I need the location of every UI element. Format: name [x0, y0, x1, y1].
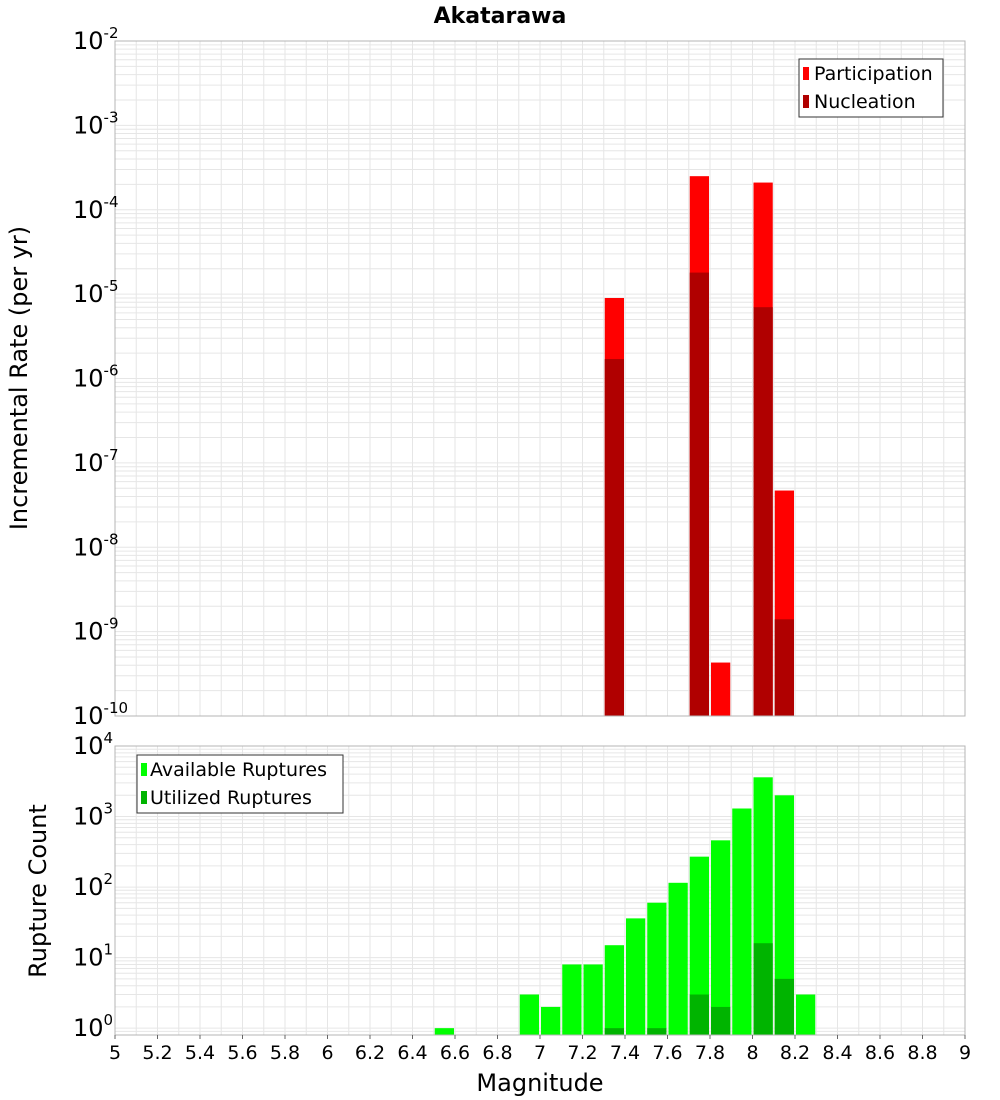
bottom-legend-box — [136, 754, 344, 814]
x-tick-label: 8.4 — [822, 1042, 852, 1064]
bottom-bar-utilized-ruptures — [711, 1006, 731, 1035]
top-plot: 10-2 10-3 10-4 10-5 10-6 10-7 10-8 10-9 10-10 In… — [5, 24, 966, 730]
bottom-bar-available-ruptures — [562, 964, 582, 1035]
top-plot-frame — [114, 40, 966, 717]
bottom-bar-available-ruptures — [689, 856, 709, 1035]
bottom-legend: Available Ruptures Utilized Ruptures — [136, 754, 344, 814]
bottom-bar-available-ruptures — [626, 918, 646, 1035]
x-ticks: 5 5.2 5.4 5.6 5.8 6 6.2 6.4 6.6 6.8 7 7.2 7.4 7.6 7.8 8… — [109, 1035, 971, 1064]
x-tick-label: 7.8 — [695, 1042, 725, 1064]
bottom-bar-available-ruptures — [711, 840, 731, 1035]
bottom-bar-utilized-ruptures — [753, 943, 773, 1035]
legend-available-label: Available Ruptures — [150, 759, 327, 781]
x-tick-label: 6.2 — [355, 1042, 385, 1064]
x-tick-label: 5.6 — [227, 1042, 257, 1064]
legend-participation-label: Participation — [814, 63, 933, 85]
bottom-bar-available-ruptures — [647, 902, 667, 1035]
bottom-bar-utilized-ruptures — [689, 994, 709, 1035]
x-tick-label: 5.8 — [270, 1042, 300, 1064]
legend-participation-swatch — [803, 67, 809, 80]
bottom-y-ticks: 104 103 102 101 100 — [73, 729, 113, 1042]
bottom-y-tick-label: 101 — [73, 941, 113, 972]
bottom-bar-available-ruptures — [732, 808, 752, 1035]
top-legend: Participation Nucleation — [798, 58, 944, 118]
top-y-tick-label: 10-2 — [73, 24, 119, 55]
top-y-axis-label: Incremental Rate (per yr) — [5, 226, 33, 530]
top-y-tick-label: 10-5 — [73, 277, 119, 308]
bottom-bar-available-ruptures — [541, 1006, 561, 1035]
bottom-bar-utilized-ruptures — [604, 1028, 624, 1035]
top-bar-nucleation — [753, 307, 773, 716]
x-tick-label: 9 — [959, 1042, 971, 1064]
x-tick-label: 6 — [321, 1042, 333, 1064]
top-y-tick-label: 10-7 — [73, 446, 119, 477]
top-y-ticks: 10-2 10-3 10-4 10-5 10-6 10-7 10-8 10-9 10-10 — [73, 24, 128, 730]
x-tick-label: 5 — [109, 1042, 121, 1064]
x-tick-label: 8.6 — [865, 1042, 895, 1064]
bottom-y-axis-label: Rupture Count — [24, 804, 52, 978]
bottom-bar-utilized-ruptures — [774, 978, 794, 1035]
x-tick-label: 5.4 — [185, 1042, 215, 1064]
bottom-y-tick-label: 100 — [73, 1011, 113, 1042]
top-y-tick-label: 10-8 — [73, 530, 119, 561]
top-y-tick-label: 10-4 — [73, 193, 119, 224]
bottom-y-tick-label: 102 — [73, 870, 113, 901]
top-bar-nucleation — [774, 619, 794, 716]
bottom-bar-available-ruptures — [519, 994, 539, 1035]
top-y-tick-label: 10-6 — [73, 362, 119, 393]
chart-title: Akatarawa — [434, 4, 567, 29]
legend-nucleation-swatch — [803, 95, 809, 108]
x-tick-label: 7.4 — [610, 1042, 640, 1064]
x-tick-label: 7.6 — [652, 1042, 682, 1064]
legend-utilized-label: Utilized Ruptures — [150, 787, 312, 809]
bottom-bar-available-ruptures — [774, 795, 794, 1035]
x-tick-label: 5.2 — [142, 1042, 172, 1064]
top-y-tick-label: 10-9 — [73, 615, 119, 646]
bottom-bar-available-ruptures — [434, 1028, 454, 1035]
x-tick-label: 7.2 — [567, 1042, 597, 1064]
bottom-bar-available-ruptures — [796, 994, 816, 1035]
top-bar-nucleation — [689, 272, 709, 716]
x-tick-label: 7 — [534, 1042, 546, 1064]
top-bars — [604, 176, 794, 716]
x-tick-label: 8.8 — [907, 1042, 937, 1064]
bottom-y-tick-label: 103 — [73, 800, 113, 831]
x-tick-label: 8.2 — [780, 1042, 810, 1064]
bottom-bar-available-ruptures — [583, 964, 603, 1035]
legend-nucleation-label: Nucleation — [814, 91, 916, 113]
top-y-tick-label: 10-10 — [73, 699, 128, 730]
bottom-plot: 104 103 102 101 100 Rupture Count Available … — [24, 729, 966, 1042]
top-legend-box — [798, 58, 944, 118]
legend-available-swatch — [141, 763, 147, 776]
top-y-tick-label: 10-3 — [73, 108, 119, 139]
x-tick-label: 6.6 — [440, 1042, 470, 1064]
bottom-bar-available-ruptures — [668, 882, 688, 1035]
x-axis-label: Magnitude — [476, 1069, 603, 1097]
top-bar-participation — [711, 662, 731, 716]
bottom-bar-available-ruptures — [604, 945, 624, 1035]
x-tick-label: 8 — [746, 1042, 758, 1064]
bottom-bar-utilized-ruptures — [647, 1028, 667, 1035]
top-bar-nucleation — [604, 359, 624, 716]
bottom-bars — [434, 777, 816, 1035]
top-gridlines — [115, 41, 965, 716]
legend-utilized-swatch — [141, 791, 147, 804]
x-tick-label: 6.8 — [482, 1042, 512, 1064]
x-tick-label: 6.4 — [397, 1042, 427, 1064]
bottom-y-tick-label: 104 — [73, 729, 113, 760]
